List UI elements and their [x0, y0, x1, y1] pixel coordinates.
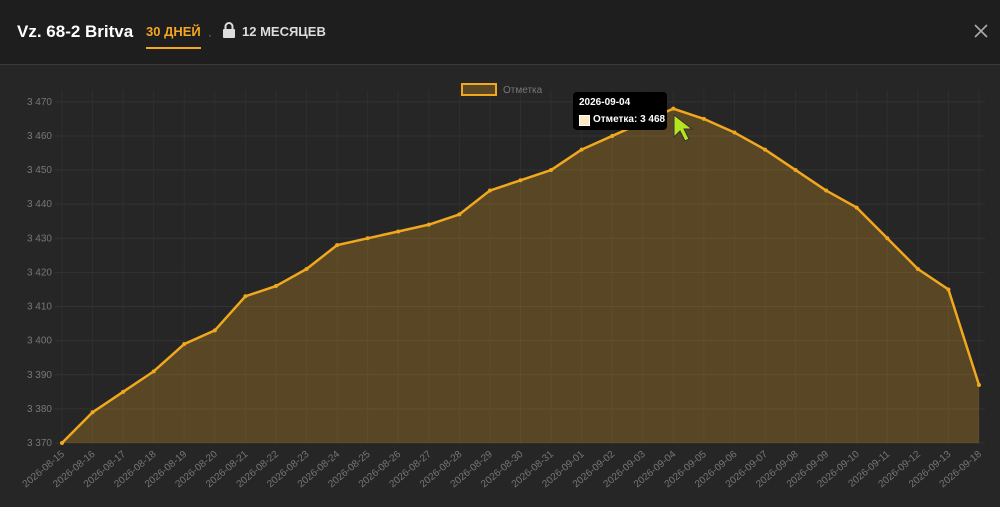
point — [457, 212, 462, 217]
y-tick-label: 3 390 — [27, 370, 52, 381]
point — [90, 410, 95, 415]
point — [977, 383, 981, 387]
separator: · — [208, 28, 212, 42]
tooltip-swatch — [579, 115, 590, 126]
point — [304, 267, 309, 271]
point — [610, 133, 615, 138]
point — [335, 243, 340, 248]
legend-swatch — [461, 83, 497, 96]
legend-label: Отметка — [503, 85, 543, 96]
tab-30-days[interactable]: 30 ДНЕЙ — [146, 24, 201, 49]
chart: 3 370 3 380 3 390 3 400 3 410 3 420 3 430 3 440… — [0, 65, 1000, 507]
y-tick-label: 3 400 — [27, 336, 52, 347]
point — [396, 229, 401, 234]
y-tick-label: 3 420 — [27, 267, 52, 278]
lock-icon — [223, 22, 235, 38]
point — [701, 116, 706, 121]
y-tick-label: 3 370 — [27, 438, 52, 449]
y-tick-label: 3 440 — [27, 199, 52, 210]
cursor — [673, 113, 694, 142]
point — [273, 284, 278, 289]
point — [854, 205, 859, 210]
tooltip-date: 2026-09-04 — [579, 97, 631, 108]
point — [885, 236, 890, 241]
point — [793, 168, 798, 173]
point — [946, 287, 951, 292]
point — [915, 267, 920, 271]
point — [487, 188, 492, 193]
chart-panel — [0, 65, 1000, 507]
point — [243, 294, 248, 299]
point — [549, 168, 554, 173]
y-tick-label: 3 430 — [27, 233, 52, 244]
tooltip: 2026-09-04 Отметка: 3 468 — [573, 92, 667, 130]
vehicle-title: Vz. 68-2 Britva — [17, 22, 134, 41]
point — [579, 147, 584, 152]
point — [365, 236, 370, 241]
header: Vz. 68-2 Britva 30 ДНЕЙ · 12 МЕСЯЦЕВ — [0, 0, 1000, 65]
close-button[interactable] — [972, 22, 990, 40]
y-tick-label: 3 470 — [27, 97, 52, 108]
point — [671, 106, 676, 111]
tooltip-text: Отметка: 3 468 — [593, 114, 666, 125]
point — [824, 188, 829, 193]
y-tick-label: 3 380 — [27, 404, 52, 415]
y-tick-label: 3 410 — [27, 302, 52, 313]
point — [763, 147, 768, 152]
point — [121, 389, 126, 394]
tab-12-months[interactable]: 12 МЕСЯЦЕВ — [242, 24, 326, 39]
point — [151, 369, 156, 374]
y-tick-label: 3 450 — [27, 165, 52, 176]
point — [182, 342, 187, 347]
area-fill — [62, 108, 979, 443]
point — [732, 130, 737, 135]
point — [212, 328, 217, 333]
y-tick-label: 3 460 — [27, 131, 52, 142]
point — [60, 441, 64, 445]
point — [426, 222, 431, 227]
point — [518, 178, 523, 183]
